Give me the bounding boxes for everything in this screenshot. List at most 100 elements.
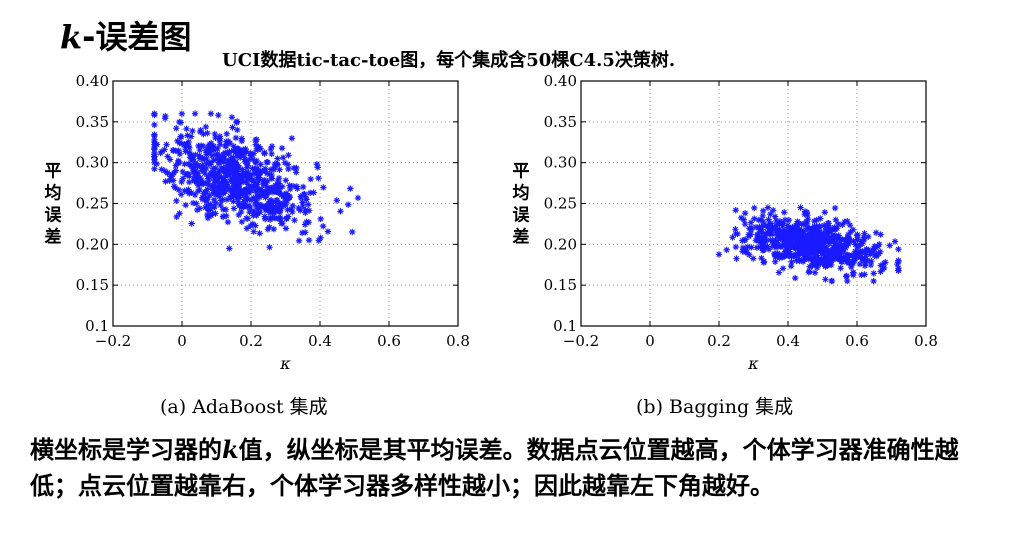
- data-point: [319, 223, 327, 230]
- data-point: [766, 230, 773, 237]
- data-point: [214, 145, 221, 153]
- data-point: [872, 229, 880, 236]
- data-point: [305, 207, 313, 214]
- data-point: [178, 178, 185, 186]
- data-point: [181, 187, 188, 195]
- data-point: [269, 189, 277, 196]
- data-point: [238, 218, 246, 225]
- data-point: [216, 160, 223, 167]
- explanation-part2: 值，纵坐标是其平均误差。数据点云位置越高，个体学习器准确性越低；点云位置越靠右，…: [30, 436, 959, 500]
- data-point: [172, 184, 179, 192]
- data-point: [853, 232, 861, 239]
- data-point: [257, 161, 264, 168]
- data-point: [260, 181, 268, 189]
- data-point: [827, 248, 835, 256]
- data-point: [256, 230, 263, 237]
- data-point: [820, 256, 828, 264]
- data-point: [222, 178, 229, 185]
- data-point: [220, 165, 227, 172]
- data-point: [777, 243, 785, 250]
- data-point: [158, 166, 165, 173]
- data-point: [259, 188, 266, 195]
- data-point: [238, 179, 245, 186]
- data-point: [234, 153, 241, 160]
- data-point: [284, 206, 291, 213]
- data-point: [192, 159, 199, 167]
- charts-canvas: −0.2 0 0.2 0.4 0.6 0.80.10.150.200.250.300.35…: [45, 72, 938, 373]
- data-point: [861, 271, 868, 278]
- data-point: [806, 242, 814, 249]
- data-point: [788, 238, 795, 245]
- data-point: [765, 246, 773, 253]
- data-point: [230, 161, 237, 168]
- data-point: [267, 145, 274, 153]
- data-point: [784, 252, 792, 260]
- caption-bagging: (b) Bagging 集成: [636, 396, 794, 418]
- data-point: [829, 226, 836, 233]
- data-point: [816, 243, 823, 251]
- data-point: [245, 202, 253, 209]
- data-point: [242, 190, 249, 197]
- data-point: [170, 169, 178, 177]
- data-point: [831, 204, 839, 212]
- data-point: [859, 256, 867, 263]
- data-point: [215, 183, 222, 191]
- data-point: [275, 185, 283, 193]
- data-point: [212, 210, 219, 217]
- data-point: [838, 258, 846, 266]
- data-point: [175, 157, 182, 164]
- data-point: [193, 206, 201, 214]
- data-point: [283, 197, 291, 204]
- data-point: [252, 184, 260, 192]
- data-point: [196, 155, 203, 162]
- data-point: [261, 203, 268, 211]
- y-tick-label: 0.25: [544, 195, 577, 213]
- data-point: [305, 201, 312, 208]
- data-point: [822, 228, 830, 235]
- data-point: [354, 194, 362, 202]
- data-point: [795, 240, 803, 247]
- data-point: [895, 267, 902, 274]
- data-point: [269, 207, 276, 214]
- data-point: [211, 130, 219, 138]
- data-point: [858, 240, 866, 247]
- data-point: [806, 230, 813, 237]
- explanation-k: k: [222, 435, 239, 464]
- data-point: [777, 228, 784, 235]
- data-point: [177, 191, 185, 198]
- data-point: [244, 159, 251, 167]
- data-point: [844, 234, 851, 241]
- data-point: [278, 220, 285, 227]
- data-point: [268, 184, 275, 192]
- data-point: [273, 160, 280, 168]
- data-point: [764, 243, 771, 250]
- data-point: [207, 169, 214, 177]
- data-point: [191, 175, 198, 182]
- data-point: [810, 231, 818, 239]
- data-point: [242, 178, 249, 186]
- slide-subtitle: UCI数据tic-tac-toe图，每个集成含50棵C4.5决策树.: [222, 50, 676, 71]
- data-point: [263, 170, 271, 177]
- data-point: [151, 143, 158, 151]
- data-points: [151, 110, 362, 252]
- data-point: [282, 177, 290, 184]
- data-point: [320, 184, 327, 191]
- data-point: [176, 150, 183, 158]
- data-point: [849, 259, 857, 267]
- data-point: [235, 147, 243, 154]
- data-point: [843, 255, 850, 262]
- data-point: [276, 209, 284, 216]
- data-point: [293, 183, 300, 190]
- data-point: [225, 138, 232, 145]
- data-point: [874, 243, 881, 250]
- data-point: [742, 246, 749, 253]
- data-point: [249, 165, 256, 172]
- data-point: [757, 243, 764, 251]
- data-point: [255, 177, 262, 185]
- data-point: [203, 197, 210, 205]
- y-tick-label: 0.20: [76, 235, 109, 253]
- data-point: [793, 252, 800, 259]
- data-point: [173, 213, 180, 221]
- data-point: [179, 175, 187, 182]
- data-point: [732, 243, 740, 251]
